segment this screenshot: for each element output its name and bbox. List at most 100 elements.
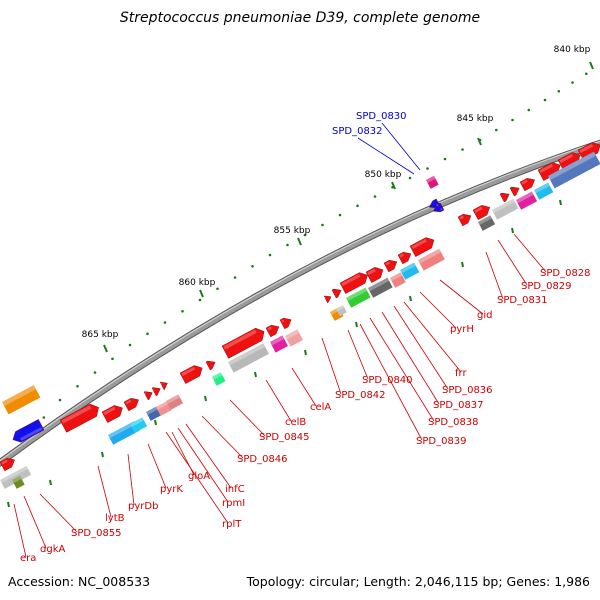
gene-label: SPD_0842	[335, 390, 386, 401]
forward-gene	[323, 295, 332, 304]
scale-dots	[10, 72, 588, 454]
leader-line	[185, 423, 232, 489]
leader-line	[357, 137, 415, 175]
inner-tick	[559, 199, 562, 206]
scale-dot	[543, 98, 547, 102]
inner-gene	[212, 372, 226, 386]
forward-gene	[339, 272, 368, 294]
leader-line	[127, 453, 135, 506]
reverse-gene	[426, 175, 439, 189]
inner-gene	[336, 305, 347, 317]
inner-tick	[7, 501, 10, 508]
inner-gene	[285, 329, 303, 347]
leader-line	[369, 317, 435, 422]
accession-text: Accession: NC_008533	[8, 574, 151, 589]
scale-dot	[585, 72, 588, 76]
forward-gene	[59, 403, 99, 433]
forward-gene	[383, 259, 398, 273]
inner-gene	[2, 385, 41, 415]
inner-tick	[355, 321, 358, 328]
leader-line	[13, 503, 27, 558]
scale-dot	[461, 148, 464, 151]
forward-gene	[331, 288, 342, 299]
forward-gene	[537, 162, 561, 181]
leader-line	[171, 431, 195, 476]
scale-ruler: 840 kbp 845 kbp 850 kbp 855 kbp 860 kbp 865 k…	[7, 45, 594, 508]
gene-label: SPD_0828	[540, 268, 591, 279]
gene-label: SPD_0837	[433, 400, 484, 411]
reverse-gene	[432, 202, 445, 213]
ruler-tick	[297, 237, 302, 246]
leader-line	[393, 305, 449, 390]
forward-gene	[519, 178, 535, 192]
scale-dot	[511, 118, 514, 122]
forward-gene	[123, 398, 139, 412]
scale-dot	[527, 108, 531, 112]
leader-line	[147, 443, 167, 489]
leader-line	[439, 279, 484, 315]
inner-gene	[516, 191, 538, 210]
scale-dot	[268, 253, 272, 257]
inner-gene	[368, 277, 393, 298]
inner-gene	[390, 272, 406, 288]
gene-label: pyrK	[160, 484, 183, 495]
scale-dot	[198, 298, 202, 302]
gene-label: SPD_0832	[332, 126, 383, 137]
ruler-tick	[103, 344, 108, 353]
inner-gene	[534, 182, 554, 200]
forward-gene	[0, 458, 15, 472]
inner-gene	[166, 394, 184, 410]
inner-gene	[400, 262, 420, 280]
inner-gene	[11, 475, 25, 489]
gene-label: SPD_0846	[237, 454, 288, 465]
inner-tick	[461, 261, 464, 268]
leader-line	[229, 399, 266, 437]
scale-dot	[557, 90, 561, 93]
scale-dot	[146, 332, 149, 336]
inner-tick	[204, 395, 207, 402]
gene-label: SPD_0855	[71, 528, 122, 539]
leader-line	[23, 495, 47, 549]
scale-dot	[111, 357, 114, 361]
leader-line	[381, 122, 421, 171]
ruler-tick	[477, 137, 482, 146]
ruler-tick	[391, 181, 396, 190]
inner-tick	[409, 295, 412, 302]
gene-label: gloA	[188, 471, 210, 482]
forward-gene	[151, 387, 161, 397]
gene-label: rplT	[222, 519, 242, 530]
scale-dot	[58, 398, 62, 402]
scale-dot	[373, 195, 377, 198]
gene-label: gid	[477, 310, 492, 321]
scale-dot	[216, 287, 219, 291]
gene-label: frr	[455, 368, 467, 379]
scale-dot	[251, 265, 254, 268]
forward-gene	[509, 186, 520, 197]
leader-line	[419, 291, 457, 329]
scale-dot	[128, 343, 132, 347]
inner-gene	[130, 417, 148, 433]
forward-gene	[472, 205, 490, 220]
scale-dot	[571, 81, 574, 84]
forward-gene	[265, 324, 280, 338]
gene-label: era	[20, 553, 36, 564]
inner-gene	[548, 151, 600, 189]
scale-dot	[93, 371, 97, 374]
ruler-label: 840 kbp	[554, 45, 591, 55]
gene-label: SPD_0845	[259, 432, 310, 443]
leader-line	[97, 465, 112, 518]
scale-dot	[286, 243, 289, 247]
backbone-highlight	[0, 140, 600, 462]
inner-tick	[154, 419, 157, 426]
inner-tick	[254, 371, 257, 378]
inner-tick	[511, 227, 514, 234]
gene-label: pyrDb	[128, 501, 158, 512]
backbone-line	[0, 140, 600, 466]
ruler-label: 845 kbp	[457, 114, 494, 124]
map-title: Streptococcus pneumoniae D39, complete g…	[119, 10, 481, 26]
gene-label: lytB	[105, 513, 125, 524]
ruler-label: 865 kbp	[82, 330, 119, 340]
inner-tick	[101, 451, 104, 458]
scale-dot	[321, 223, 324, 227]
